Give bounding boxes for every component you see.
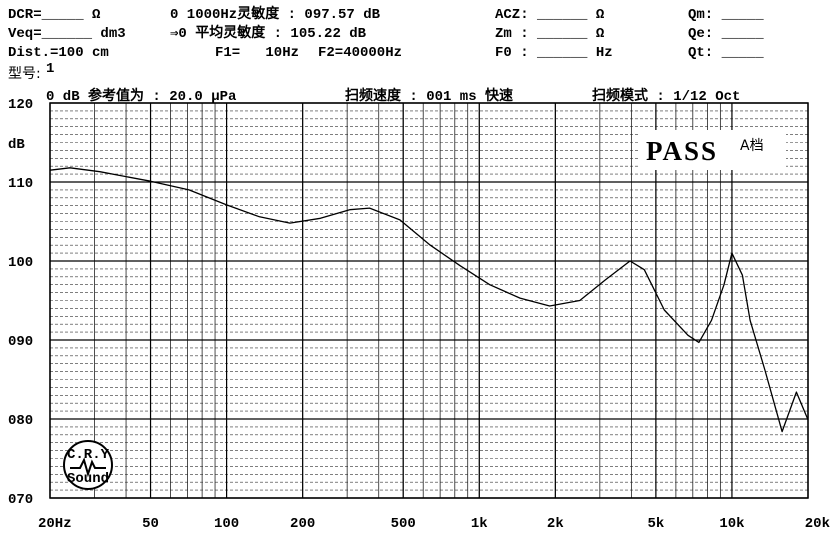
- logo: C.R.Y Sound: [63, 440, 113, 490]
- y-tick-label: 090: [8, 334, 33, 350]
- dcr: DCR=_____ Ω: [8, 7, 101, 23]
- y-tick-label: 120: [8, 97, 33, 113]
- y-tick-label: 080: [8, 413, 33, 429]
- response-curve: [49, 167, 809, 433]
- sens-avg: ⇒0 平均灵敏度 : 105.22 dB: [170, 24, 367, 42]
- sweep-speed: 扫频速度 : 001 ms 快速: [345, 87, 513, 105]
- acz: ACZ: ______ Ω: [495, 7, 605, 23]
- x-tick-label: 1k: [471, 516, 488, 532]
- qe: Qe: _____: [688, 26, 764, 42]
- reference: 0 dB 参考值为 : 20.0 μPa: [46, 87, 237, 105]
- qt: Qt: _____: [688, 45, 764, 61]
- logo-bottom: Sound: [67, 471, 109, 487]
- y-tick-label: 110: [8, 176, 33, 192]
- sweep-mode: 扫频模式 : 1/12 Oct: [592, 87, 740, 105]
- model: 1: [46, 61, 54, 77]
- plot: [49, 167, 809, 433]
- qm: Qm: _____: [688, 7, 764, 23]
- badge-box: [640, 130, 786, 170]
- logo-top: C.R.Y: [67, 447, 110, 463]
- logo-wave: [70, 457, 106, 478]
- y-tick-label: 100: [8, 255, 33, 271]
- x-tick-label: 50: [142, 516, 159, 532]
- veq: Veq=______ dm3: [8, 26, 126, 42]
- sens-1k: 0 1000Hz灵敏度 : 097.57 dB: [170, 5, 381, 23]
- zm: Zm : ______ Ω: [495, 26, 605, 42]
- x-tick-label: 5k: [647, 516, 664, 532]
- x-tick-label: 200: [290, 516, 315, 532]
- f2: F2=40000Hz: [318, 45, 402, 61]
- y-axis-label: dB: [8, 137, 25, 153]
- f0: F0 : ______ Hz: [495, 45, 613, 61]
- x-tick-label: 100: [214, 516, 239, 532]
- badge-note: A档: [740, 138, 764, 154]
- y-tick-label: 070: [8, 492, 33, 508]
- logo-ring: [63, 440, 113, 490]
- x-tick-label: 2k: [547, 516, 564, 532]
- f1: F1= 10Hz: [215, 45, 299, 61]
- x-tick-label: 20k: [805, 516, 830, 532]
- model-label: 型号:: [8, 66, 41, 82]
- dist: Dist.=100 cm: [8, 45, 109, 61]
- plot-border: [49, 102, 809, 499]
- x-tick-label: 10k: [719, 516, 744, 532]
- x-tick-label: 500: [391, 516, 416, 532]
- x-tick-label: 20Hz: [38, 516, 72, 532]
- badge: PASS: [646, 136, 718, 166]
